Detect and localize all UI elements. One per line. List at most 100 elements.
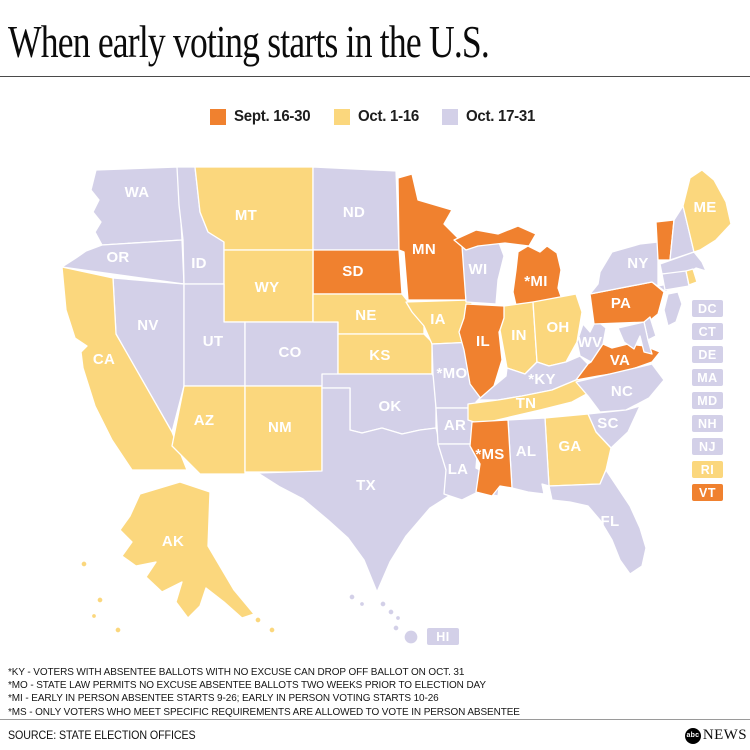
badge-dc <box>692 300 723 317</box>
state-me <box>682 169 732 253</box>
footer-divider <box>0 719 750 720</box>
state-label-sd: SD <box>342 263 363 280</box>
state-label-ok: OK <box>378 398 401 415</box>
island-ak <box>254 616 262 624</box>
badge-label-de: DE <box>698 348 716 362</box>
legend: Sept. 16-30 Oct. 1-16 Oct. 17-31 <box>0 108 750 126</box>
state-label-oh: OH <box>546 319 569 336</box>
source-credit: SOURCE: STATE ELECTION OFFICES <box>8 730 196 742</box>
state-label-ny: NY <box>627 255 648 272</box>
island-hi <box>358 600 366 608</box>
badge-nh <box>692 415 723 432</box>
page-title: When early voting starts in the U.S. <box>8 17 490 67</box>
state-label-co: CO <box>278 344 301 361</box>
state-label-mn: MN <box>412 241 436 258</box>
footnote-mo: *MO - STATE LAW PERMITS NO EXCUSE ABSENT… <box>8 679 486 692</box>
state-label-ar: AR <box>444 417 466 434</box>
badge-de <box>692 346 723 363</box>
state-label-ne: NE <box>355 307 376 324</box>
badge-label-nj: NJ <box>699 440 716 454</box>
state-ct <box>661 270 690 291</box>
island-ak <box>80 560 88 568</box>
state-label-nd: ND <box>343 204 365 221</box>
badge-label-ri: RI <box>701 463 715 477</box>
state-label-ms: *MS <box>475 446 504 463</box>
state-label-az: AZ <box>194 412 215 429</box>
legend-swatch-oct1-icon <box>334 109 351 125</box>
state-label-wi: WI <box>469 261 488 278</box>
state-label-me: ME <box>693 199 716 216</box>
state-tx <box>257 387 453 593</box>
state-fl <box>548 469 647 575</box>
legend-label-oct1: Oct. 1-16 <box>358 108 420 125</box>
badge-label-vt: VT <box>699 486 716 500</box>
state-label-fl: FL <box>601 513 620 530</box>
state-label-wy: WY <box>255 279 280 296</box>
legend-item-oct17: Oct. 17-31 <box>442 108 540 126</box>
badge-label-md: MD <box>697 394 717 408</box>
state-label-la: LA <box>448 461 469 478</box>
state-label-ca: CA <box>93 351 115 368</box>
state-label-ks: KS <box>369 347 390 364</box>
badge-label-ma: MA <box>697 371 717 385</box>
island-ak <box>114 626 122 634</box>
island-ak <box>96 596 104 604</box>
state-label-nc: NC <box>611 383 633 400</box>
state-md <box>617 321 653 355</box>
island-hi <box>392 624 400 632</box>
state-ms <box>469 419 513 497</box>
island-hi <box>387 608 395 616</box>
state-ca <box>61 266 188 471</box>
island-hi <box>379 600 387 608</box>
state-label-pa: PA <box>611 295 631 312</box>
state-label-nv: NV <box>137 317 158 334</box>
badge-label-ct: CT <box>699 325 717 339</box>
state-label-id: ID <box>191 255 207 272</box>
abc-news-logo: abc NEWS <box>684 727 747 744</box>
state-label-il: IL <box>476 333 490 350</box>
state-label-mi: *MI <box>524 273 547 290</box>
state-label-in: IN <box>511 327 527 344</box>
title-divider <box>0 76 750 77</box>
state-label-al: AL <box>516 443 537 460</box>
badge-ct <box>692 323 723 340</box>
state-wv <box>576 319 607 363</box>
state-label-ga: GA <box>558 438 581 455</box>
badge-hi <box>427 628 459 645</box>
state-mi <box>453 225 537 251</box>
island-hi <box>394 614 402 622</box>
state-label-wa: WA <box>125 184 150 201</box>
state-label-ky: *KY <box>528 371 556 388</box>
state-wa <box>90 166 183 246</box>
state-ri <box>685 268 698 286</box>
state-label-ut: UT <box>203 333 224 350</box>
legend-swatch-oct17-icon <box>442 109 459 125</box>
island-hi <box>403 629 419 645</box>
badge-md <box>692 392 723 409</box>
state-label-sc: SC <box>597 415 618 432</box>
state-nc <box>575 363 665 413</box>
state-nj <box>663 291 683 327</box>
island-ak <box>90 612 98 620</box>
state-label-wv: WV <box>578 334 603 351</box>
legend-label-sept16: Sept. 16-30 <box>234 108 311 125</box>
footnote-mi: *MI - EARLY IN PERSON ABSENTEE STARTS 9-… <box>8 692 439 705</box>
badge-label-dc: DC <box>698 302 717 316</box>
legend-label-oct17: Oct. 17-31 <box>466 108 536 125</box>
legend-item-oct1: Oct. 1-16 <box>334 108 423 126</box>
legend-swatch-sept16-icon <box>210 109 227 125</box>
state-label-mt: MT <box>235 207 257 224</box>
island-ak <box>268 626 276 634</box>
state-label-mo: *MO <box>437 365 468 382</box>
state-label-tn: TN <box>516 395 537 412</box>
state-label-tx: TX <box>356 477 376 494</box>
footnotes: *KY - VOTERS WITH ABSENTEE BALLOTS WITH … <box>8 666 520 719</box>
badge-vt <box>692 484 723 501</box>
state-label-va: VA <box>610 352 630 369</box>
legend-item-sept16: Sept. 16-30 <box>210 108 315 126</box>
state-mn <box>397 173 469 301</box>
state-az <box>171 385 246 475</box>
state-label-nm: NM <box>268 419 292 436</box>
